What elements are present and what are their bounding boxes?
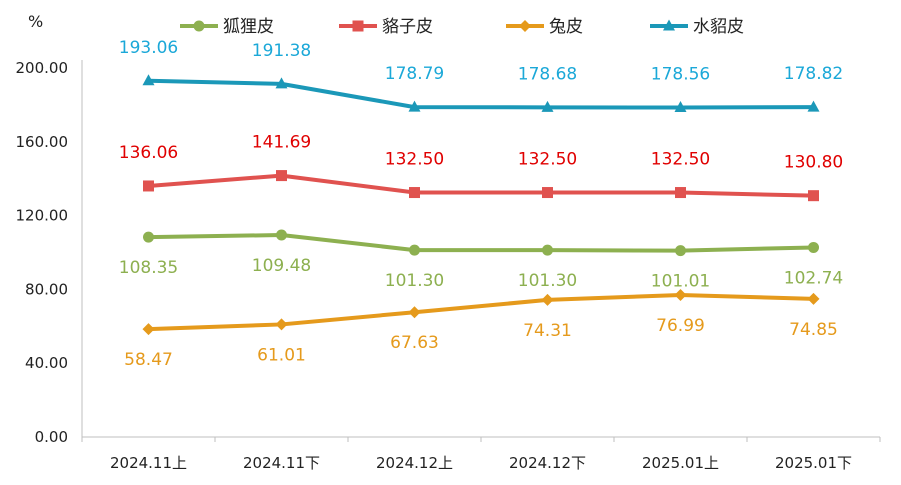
legend-item: 狐狸皮 bbox=[180, 17, 274, 37]
data-point bbox=[807, 292, 820, 305]
legend: 狐狸皮 貉子皮 兔皮 水貂皮 bbox=[180, 17, 744, 37]
legend-marker bbox=[663, 19, 675, 31]
data-point bbox=[408, 306, 421, 319]
data-label: 102.74 bbox=[784, 268, 843, 288]
data-point bbox=[674, 288, 687, 301]
series-line bbox=[148, 78, 814, 110]
data-label: 101.30 bbox=[385, 271, 444, 291]
data-point bbox=[275, 318, 288, 331]
data-point bbox=[542, 244, 553, 256]
data-label: 178.79 bbox=[385, 64, 444, 84]
x-tick-label: 2024.12上 bbox=[376, 454, 453, 472]
data-label: 67.63 bbox=[390, 333, 439, 353]
data-label: 132.50 bbox=[385, 150, 444, 170]
data-label: 132.50 bbox=[518, 150, 577, 170]
data-label: 74.85 bbox=[789, 320, 838, 340]
y-tick-label: 40.00 bbox=[25, 354, 68, 372]
series: 58.47 61.01 67.63 74.31 76.99 74.85 bbox=[124, 288, 838, 370]
data-label: 61.01 bbox=[257, 345, 306, 365]
data-label: 191.38 bbox=[252, 41, 311, 61]
data-point bbox=[142, 74, 155, 86]
data-point bbox=[276, 229, 287, 241]
data-label: 101.01 bbox=[651, 272, 710, 292]
y-tick-label: 80.00 bbox=[25, 280, 68, 298]
y-tick-label: 200.00 bbox=[16, 59, 69, 77]
data-label: 141.69 bbox=[252, 133, 311, 153]
legend-item: 貉子皮 bbox=[339, 17, 433, 37]
data-label: 58.47 bbox=[124, 350, 173, 370]
data-point bbox=[409, 244, 420, 256]
legend-item: 水貂皮 bbox=[650, 17, 744, 37]
data-point bbox=[275, 77, 288, 89]
data-point bbox=[675, 187, 686, 199]
data-label: 136.06 bbox=[119, 143, 178, 163]
data-point bbox=[674, 101, 687, 113]
data-label: 178.56 bbox=[651, 65, 710, 85]
data-point bbox=[142, 323, 155, 336]
series-line bbox=[148, 233, 814, 253]
series: 193.06 191.38 178.79 178.68 178.56 178.82 bbox=[119, 38, 843, 113]
series-layer: 108.35 109.48 101.30 101.30 101.01 102.74 136.… bbox=[119, 38, 843, 370]
x-tick-label: 2025.01上 bbox=[642, 454, 719, 472]
data-label: 130.80 bbox=[784, 153, 843, 173]
x-tick-label: 2024.11上 bbox=[110, 454, 187, 472]
series-line bbox=[148, 173, 814, 198]
y-tick-label: 160.00 bbox=[16, 133, 69, 151]
legend-marker bbox=[352, 20, 364, 32]
legend-label: 兔皮 bbox=[549, 17, 583, 37]
data-label: 178.82 bbox=[784, 64, 843, 84]
series-line bbox=[148, 292, 814, 332]
data-label: 132.50 bbox=[651, 150, 710, 170]
data-point bbox=[808, 190, 819, 202]
legend-marker bbox=[193, 20, 205, 32]
legend-label: 水貂皮 bbox=[693, 17, 744, 37]
data-label: 178.68 bbox=[518, 64, 577, 84]
data-label: 76.99 bbox=[656, 316, 705, 336]
legend-item: 兔皮 bbox=[506, 17, 583, 37]
data-point bbox=[542, 187, 553, 199]
legend-label: 貉子皮 bbox=[382, 17, 433, 37]
data-label: 108.35 bbox=[119, 258, 178, 278]
data-point bbox=[143, 180, 154, 192]
data-label: 109.48 bbox=[252, 256, 311, 276]
data-label: 74.31 bbox=[523, 321, 572, 341]
y-tick-label: 120.00 bbox=[16, 207, 69, 225]
y-unit-label: % bbox=[28, 12, 43, 31]
data-label: 101.30 bbox=[518, 271, 577, 291]
data-point bbox=[541, 100, 554, 112]
data-point bbox=[143, 231, 154, 243]
axes: 0.00 40.00 80.00 120.00 160.00 200.00 2024.11上… bbox=[16, 59, 881, 472]
x-tick-label: 2025.01下 bbox=[775, 454, 852, 472]
data-point bbox=[808, 241, 819, 253]
x-tick-label: 2024.11下 bbox=[243, 454, 320, 472]
y-tick-label: 0.00 bbox=[35, 428, 68, 446]
data-point bbox=[276, 170, 287, 182]
data-point bbox=[675, 245, 686, 257]
x-tick-label: 2024.12下 bbox=[509, 454, 586, 472]
data-label: 193.06 bbox=[119, 38, 178, 58]
data-point bbox=[807, 100, 820, 112]
series: 136.06 141.69 132.50 132.50 132.50 130.80 bbox=[119, 133, 843, 202]
data-point bbox=[541, 293, 554, 306]
legend-marker bbox=[519, 20, 531, 32]
data-point bbox=[409, 187, 420, 199]
legend-label: 狐狸皮 bbox=[223, 17, 274, 37]
data-point bbox=[408, 100, 421, 112]
series: 108.35 109.48 101.30 101.30 101.01 102.74 bbox=[119, 229, 843, 292]
